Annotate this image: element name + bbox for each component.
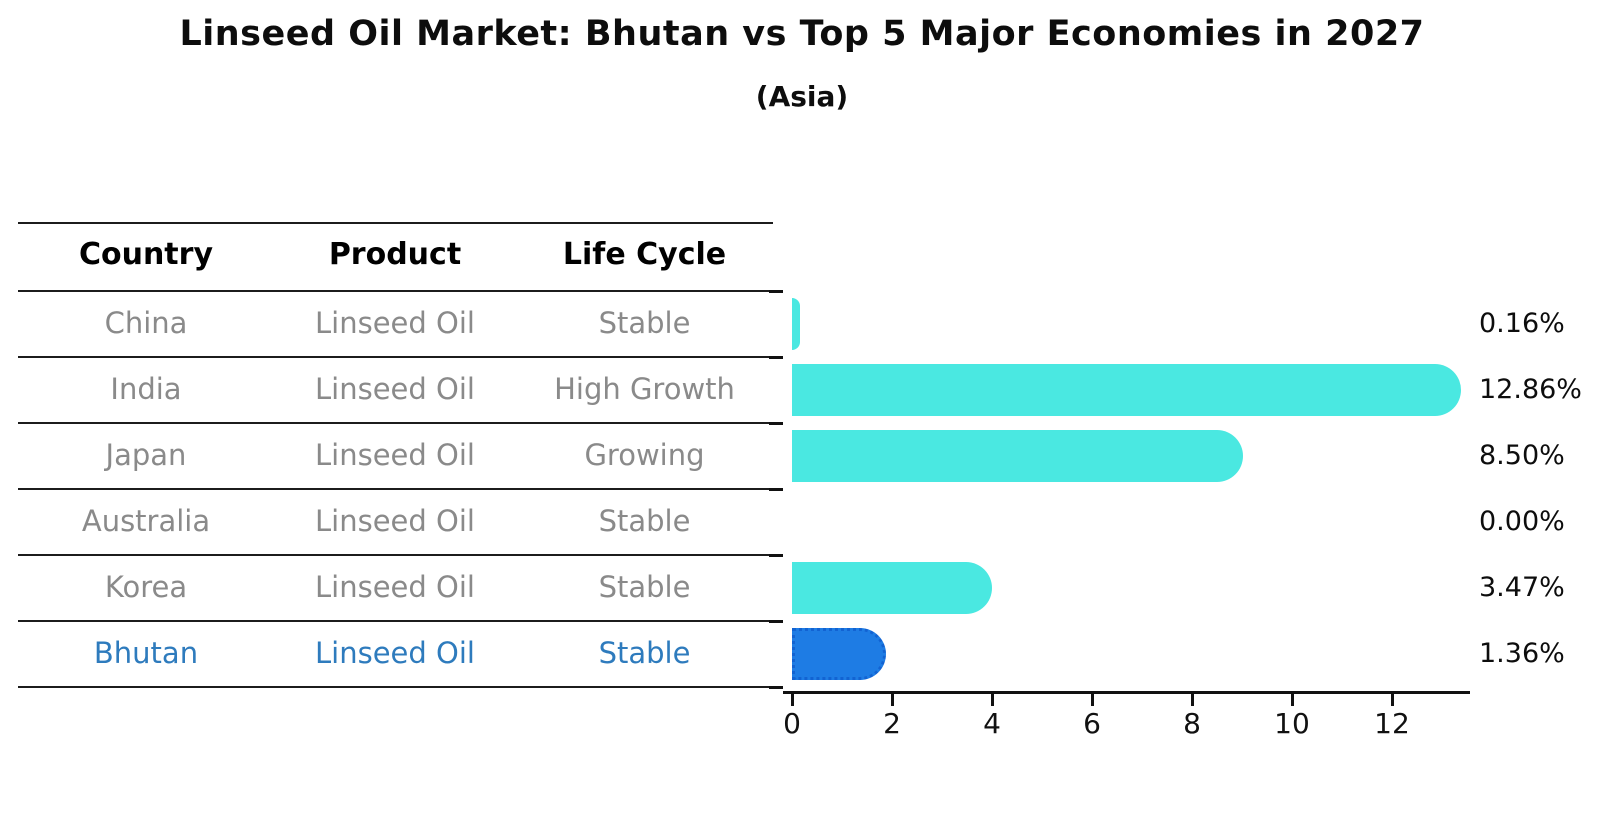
table-cell-product: Linseed Oil [315, 372, 475, 406]
x-tick-label: 12 [1374, 707, 1410, 740]
table-rule [18, 488, 773, 490]
x-tick-label: 6 [1083, 707, 1101, 740]
value-label-australia: 0.00% [1479, 506, 1565, 537]
table-cell-life_cycle: Stable [598, 636, 691, 670]
value-label-korea: 3.47% [1479, 572, 1565, 603]
table-row-australia: Australia Linseed Oil Stable [0, 488, 773, 554]
y-tick [769, 488, 783, 491]
table-cell-country: China [104, 306, 188, 340]
x-tick-label: 4 [983, 707, 1001, 740]
x-tick-label: 10 [1274, 707, 1310, 740]
y-tick [769, 620, 783, 623]
x-tick [1391, 694, 1394, 706]
table-cell-product: Linseed Oil [315, 438, 475, 472]
y-tick [769, 686, 783, 689]
y-tick [769, 554, 783, 557]
table-header-life-cycle: Life Cycle [562, 237, 727, 272]
x-tick [891, 694, 894, 706]
bar-japan [792, 430, 1243, 482]
value-label-bhutan: 1.36% [1479, 638, 1565, 669]
table-rule [18, 290, 773, 292]
table-row-japan: Japan Linseed Oil Growing [0, 422, 773, 488]
table-cell-country: India [110, 372, 182, 406]
x-tick-label: 0 [783, 707, 801, 740]
table-row-china: China Linseed Oil Stable [0, 290, 773, 356]
y-tick [769, 422, 783, 425]
x-tick-label: 8 [1183, 707, 1201, 740]
x-tick [1191, 694, 1194, 706]
table-cell-product: Linseed Oil [315, 570, 475, 604]
table-row-bhutan: Bhutan Linseed Oil Stable [0, 620, 773, 686]
x-tick-label: 2 [883, 707, 901, 740]
table-cell-product: Linseed Oil [315, 504, 475, 538]
table-cell-life_cycle: High Growth [554, 372, 735, 406]
table-rule [18, 222, 773, 224]
table-rule [18, 686, 773, 688]
chart-subtitle: (Asia) [755, 80, 849, 113]
table-cell-life_cycle: Growing [584, 438, 705, 472]
y-tick [769, 356, 783, 359]
x-tick [791, 694, 794, 706]
table-cell-life_cycle: Stable [598, 570, 691, 604]
x-tick [1091, 694, 1094, 706]
value-label-india: 12.86% [1479, 374, 1582, 405]
table-rule [18, 356, 773, 358]
table-cell-product: Linseed Oil [315, 306, 475, 340]
table-rule [18, 554, 773, 556]
table-rule [18, 620, 773, 622]
chart-title: Linseed Oil Market: Bhutan vs Top 5 Majo… [179, 14, 1425, 54]
x-tick [991, 694, 994, 706]
table-header-product: Product [328, 237, 462, 272]
value-label-china: 0.16% [1479, 308, 1565, 339]
y-tick [769, 290, 783, 293]
value-label-japan: 8.50% [1479, 440, 1565, 471]
bar-india [792, 364, 1461, 416]
table-cell-country: Bhutan [93, 636, 199, 670]
table-cell-country: Korea [104, 570, 188, 604]
x-tick [1291, 694, 1294, 706]
x-axis [783, 691, 1470, 694]
table-row-india: India Linseed Oil High Growth [0, 356, 773, 422]
table-cell-product: Linseed Oil [315, 636, 475, 670]
table-cell-country: Australia [81, 504, 211, 538]
table-cell-life_cycle: Stable [598, 504, 691, 538]
table-cell-country: Japan [105, 438, 187, 472]
table-cell-life_cycle: Stable [598, 306, 691, 340]
bar-bhutan [792, 628, 886, 680]
table-header-country: Country [78, 237, 214, 272]
table-row-korea: Korea Linseed Oil Stable [0, 554, 773, 620]
bar-china [792, 298, 800, 350]
bar-korea [792, 562, 992, 614]
table-rule [18, 422, 773, 424]
